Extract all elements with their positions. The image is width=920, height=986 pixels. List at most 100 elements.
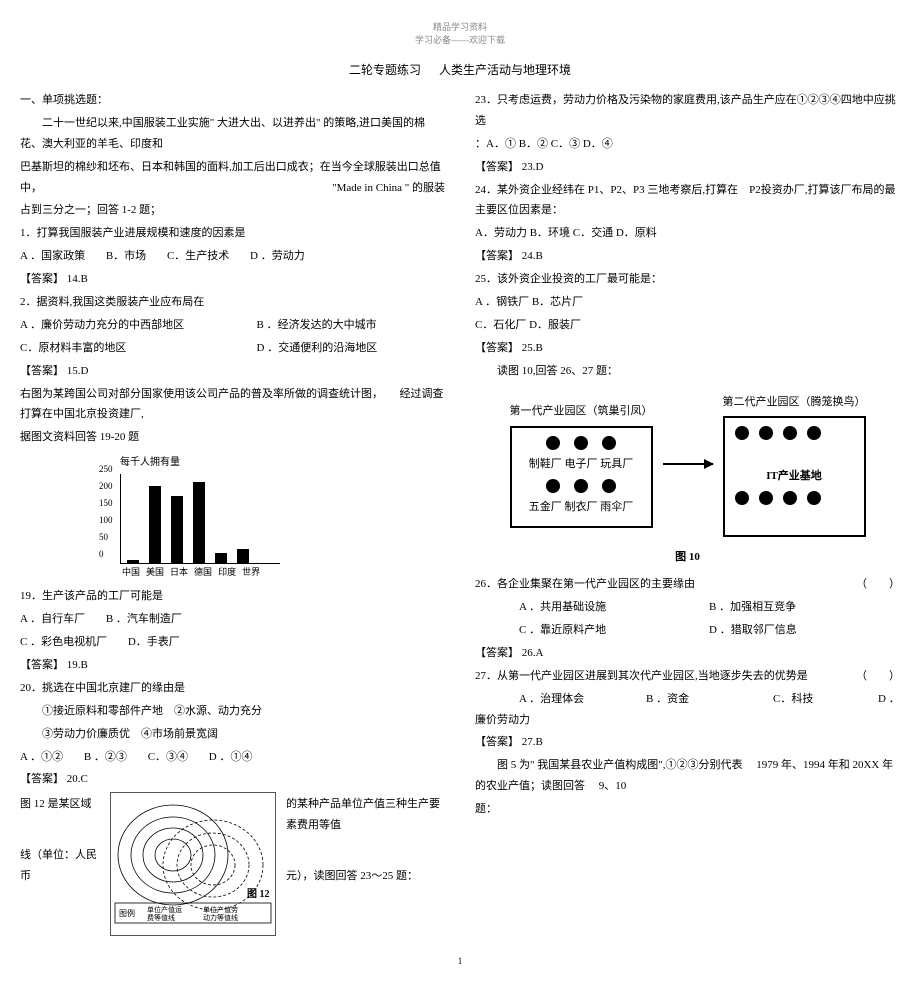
dot-icon — [546, 436, 560, 450]
q27: 27．从第一代产业园区进展到其次代产业园区,当地逐步失去的优势是 （ ） — [475, 666, 900, 687]
q2-b: B ．经济发达的大中城市 — [257, 319, 377, 331]
q23: 23．只考虑运费，劳动力价格及污染物的家庭费用,该产品生产应在①②③④四地中应挑… — [475, 90, 900, 132]
contour-map: 图例 单位产值运 费等值线 单位产值劳 动力等值线 图 12 — [110, 792, 276, 936]
chart-ylabel: 每千人拥有量 — [120, 453, 280, 472]
q2-c: C．原材料丰富的地区 — [20, 338, 254, 359]
dot-icon — [602, 436, 616, 450]
q1-b: B．市场 — [106, 250, 146, 262]
intro-3: 占到三分之一；回答 1-2 题； — [20, 200, 445, 221]
dot-icon — [735, 426, 749, 440]
q1-a: A ．国家政策 — [20, 250, 85, 262]
bar-5 — [237, 549, 249, 563]
ytick-4: 200 — [99, 478, 113, 495]
a27: 【答案】 27.B — [475, 732, 900, 753]
park-diagram: 第一代产业园区（筑巢引凤） 制鞋厂 电子厂 玩具厂 五金厂 制衣厂 雨伞厂 第二… — [475, 392, 900, 538]
fig10-caption: 图 10 — [475, 547, 900, 568]
q23-opts: ：A．① B．② C．③ D．④ — [475, 134, 900, 155]
y-ticks: 0 50 100 150 200 250 — [99, 474, 113, 563]
q26-a: A ．共用基础设施 — [497, 597, 688, 618]
q24: 24．某外资企业经纬在 P1、P2、P3 三地考察后,打算在 P2投资办厂,打算… — [475, 180, 900, 222]
xl-2: 日本 — [170, 564, 188, 581]
xl-1: 美国 — [146, 564, 164, 581]
q27-b: B ．资金 — [624, 689, 730, 710]
a26: 【答案】 26.A — [475, 643, 900, 664]
bar-chart-body: 0 50 100 150 200 250 — [120, 474, 280, 564]
intro-2b: "Made in China " 的服装 — [332, 178, 445, 199]
ytick-0: 0 — [99, 546, 113, 563]
park1-row2: 五金厂 制衣厂 雨伞厂 — [522, 497, 641, 518]
fig5-c: 9、10 — [599, 780, 627, 792]
dot-icon — [602, 479, 616, 493]
q26-d: D ．猎取邻厂信息 — [709, 624, 797, 636]
q27-c: C．科技 — [751, 689, 857, 710]
bar-chart: 每千人拥有量 0 50 100 150 200 250 中国 — [120, 453, 280, 581]
q19: 19．生产该产品的工厂可能是 — [20, 586, 445, 607]
dot-icon — [759, 426, 773, 440]
q20-opts: A ．①② B ．②③ C．③④ D ．①④ — [20, 747, 445, 768]
dot-icon — [783, 491, 797, 505]
paren: （ ） — [856, 574, 900, 595]
q19-c: C ．彩色电视机厂 — [20, 636, 107, 648]
q26: 26．各企业集聚在第一代产业园区的主要缘由 （ ） — [475, 574, 900, 595]
bar-2 — [171, 496, 183, 563]
svg-text:图例: 图例 — [119, 908, 135, 918]
xl-5: 世界 — [242, 564, 260, 581]
q20-a: A ．①② — [20, 751, 63, 763]
a2: 【答案】 15.D — [20, 361, 445, 382]
q26-c: C ．靠近原料产地 — [497, 620, 688, 641]
dot-icon — [574, 436, 588, 450]
para-chart: 右图为某跨国公司对部分国家使用该公司产品的普及率所做的调查统计图， 经过调查打算… — [20, 384, 445, 426]
dot-icon — [807, 491, 821, 505]
park1-row1: 制鞋厂 电子厂 玩具厂 — [522, 454, 641, 475]
q2-d: D ．交通便利的沿海地区 — [257, 342, 378, 354]
q27-opts: A ．治理体会 B ．资金 C．科技 D ．廉价劳动力 — [475, 689, 900, 731]
map-row: 图 12 是某区域 线（单位：人民币 图例 单位产值运 费等值线 单位产值劳 — [20, 792, 445, 936]
q12-d: 元），读图回答 23～25 题： — [286, 866, 445, 887]
q12-b: 的某种产品单位产值三种生产要素费用等值 — [286, 794, 445, 836]
q19-d: D．手表厂 — [128, 636, 180, 648]
q19-ab: A ．自行车厂 B ．汽车制造厂 — [20, 609, 445, 630]
a20: 【答案】 20.C — [20, 769, 445, 790]
q27-text: 27．从第一代产业园区进展到其次代产业园区,当地逐步失去的优势是 — [475, 670, 808, 682]
svg-text:图 12: 图 12 — [247, 888, 270, 900]
q25-ab: A ．钢铁厂 B．芯片厂 — [475, 292, 900, 313]
q19-b: B ．汽车制造厂 — [106, 613, 182, 625]
q25-cd: C．石化厂 D．服装厂 — [475, 315, 900, 336]
dot-icon — [546, 479, 560, 493]
xl-4: 印度 — [218, 564, 236, 581]
right-column: 23．只考虑运费，劳动力价格及污染物的家庭费用,该产品生产应在①②③④四地中应挑… — [475, 88, 900, 936]
title-right: 人类生产活动与地理环境 — [439, 63, 571, 77]
x-labels: 中国 美国 日本 德国 印度 世界 — [120, 564, 280, 581]
dot-icon — [807, 426, 821, 440]
fig10-intro: 读图 10,回答 26、27 题： — [475, 361, 900, 382]
q25: 25．该外资企业投资的工厂最可能是： — [475, 269, 900, 290]
arrow-icon — [663, 463, 713, 465]
q1-d: D ．劳动力 — [250, 250, 305, 262]
q20-l2: ③劳动力价廉质优 ④市场前景宽阔 — [20, 724, 445, 745]
q2-a: A ．廉价劳动力充分的中西部地区 — [20, 315, 254, 336]
intro-1: 二十一世纪以来,中国服装工业实施" 大进大出、以进养出" 的策略,进口美国的棉花… — [20, 113, 445, 155]
q24-a: 24．某外资企业经纬在 P1、P2、P3 三地考察后,打算在 — [475, 184, 738, 196]
park1-wrap: 第一代产业园区（筑巢引凤） 制鞋厂 电子厂 玩具厂 五金厂 制衣厂 雨伞厂 — [510, 401, 653, 528]
bar-1 — [149, 486, 161, 563]
q2: 2．据资料,我国这类服装产业应布局在 — [20, 292, 445, 313]
dot-icon — [735, 491, 749, 505]
q20: 20．挑选在中国北京建厂的缘由是 — [20, 678, 445, 699]
park1-box: 制鞋厂 电子厂 玩具厂 五金厂 制衣厂 雨伞厂 — [510, 426, 653, 528]
q1-options: A ．国家政策 B．市场 C．生产技术 D ．劳动力 — [20, 246, 445, 267]
q1-c: C．生产技术 — [167, 250, 229, 262]
ytick-3: 150 — [99, 495, 113, 512]
ytick-1: 50 — [99, 529, 113, 546]
xl-0: 中国 — [122, 564, 140, 581]
left-column: 一、单项挑选题： 二十一世纪以来,中国服装工业实施" 大进大出、以进养出" 的策… — [20, 88, 445, 936]
ytick-2: 100 — [99, 512, 113, 529]
xl-3: 德国 — [194, 564, 212, 581]
header-top: 精品学习资料 — [20, 20, 900, 33]
q19-cd: C ．彩色电视机厂 D．手表厂 — [20, 632, 445, 653]
q20-l1: ①接近原料和零部件产地 ②水源、动力充分 — [20, 701, 445, 722]
q26-b: B ．加强相互竞争 — [709, 601, 796, 613]
page-title: 二轮专题练习 人类生产活动与地理环境 — [20, 61, 900, 78]
para-c: 据图文资料回答 19-20 题 — [20, 427, 445, 448]
q26-cd: C ．靠近原料产地 D ．猎取邻厂信息 — [475, 620, 900, 641]
svg-text:单位产值运: 单位产值运 — [147, 905, 182, 914]
